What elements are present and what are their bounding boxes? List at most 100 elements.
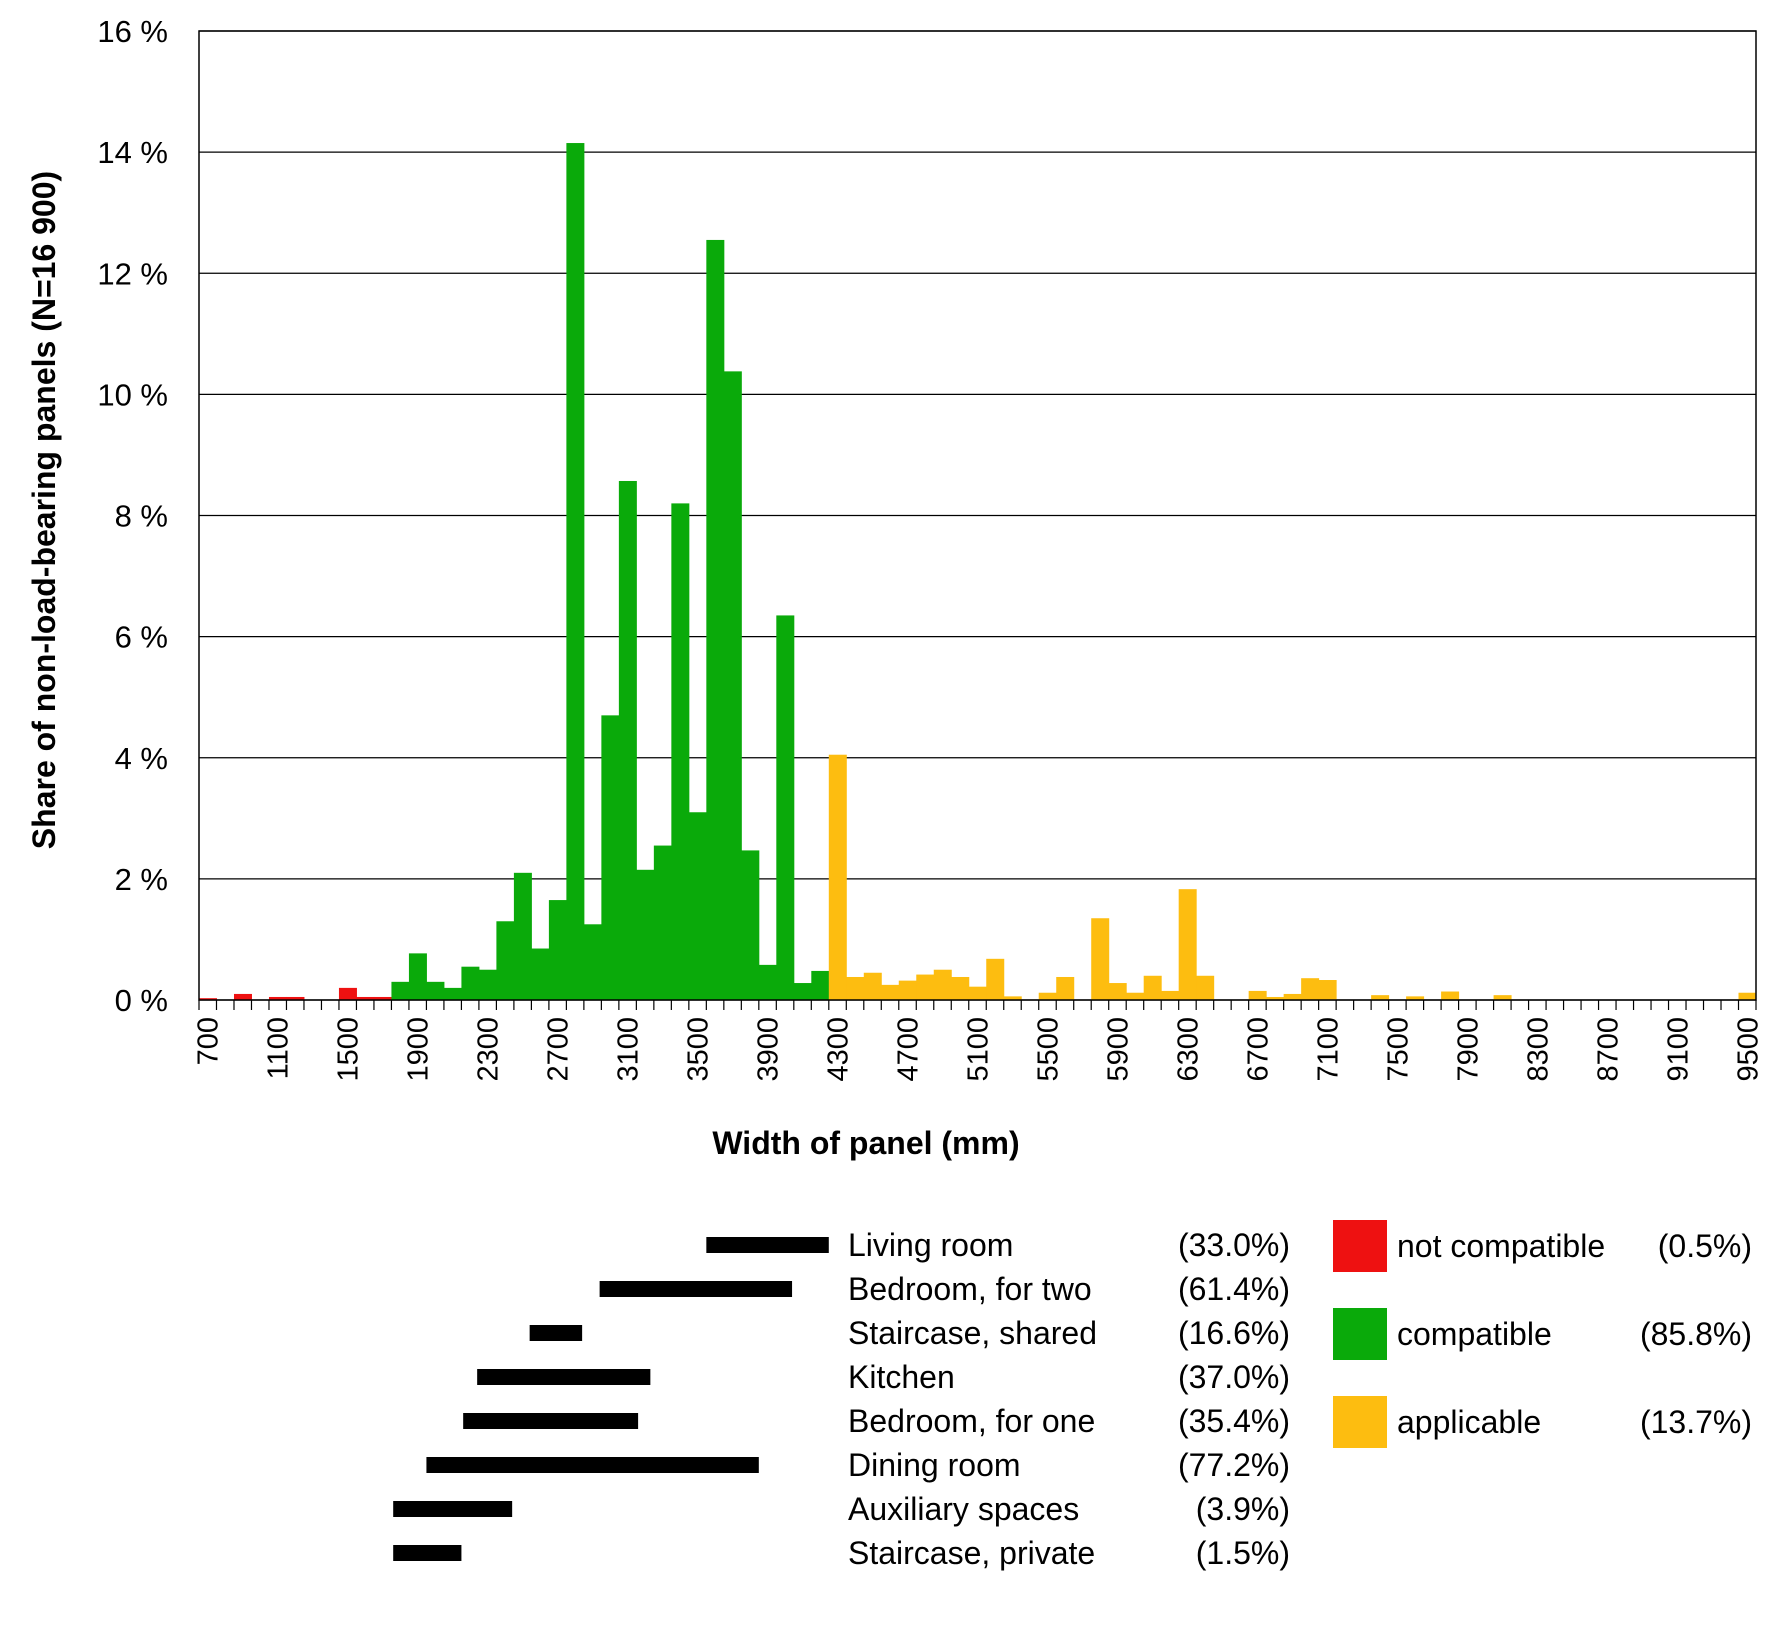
- range-percentage: (77.2%): [1178, 1447, 1290, 1483]
- histogram-bar: [846, 976, 865, 1000]
- range-percentage: (35.4%): [1178, 1403, 1290, 1439]
- histogram-bar: [601, 715, 620, 1000]
- histogram-bar: [706, 239, 725, 1001]
- histogram-bar: [1143, 975, 1162, 1000]
- histogram-bar: [531, 948, 550, 1000]
- histogram-bar: [811, 970, 830, 1000]
- range-bar: [529, 1325, 583, 1341]
- x-tick-label: 2700: [543, 1017, 575, 1082]
- y-tick-label: 14 %: [97, 135, 168, 170]
- x-tick-label: 7500: [1382, 1017, 1414, 1082]
- histogram-bar: [618, 480, 637, 1000]
- y-tick-label: 4 %: [115, 741, 168, 776]
- histogram-bar: [1266, 996, 1285, 1000]
- histogram-bar: [408, 953, 427, 1000]
- x-tick-label: 2300: [473, 1017, 505, 1082]
- histogram-bar: [636, 869, 655, 1000]
- histogram-bar: [548, 900, 567, 1000]
- histogram-bar: [881, 984, 900, 1000]
- y-tick-label: 0 %: [115, 983, 168, 1018]
- histogram-bar: [426, 981, 445, 1000]
- histogram-bar: [793, 983, 812, 1000]
- y-tick-label: 10 %: [97, 377, 168, 412]
- histogram-bar: [933, 969, 952, 1000]
- x-axis-title: Width of panel (mm): [712, 1125, 1019, 1161]
- legend-percentage: (13.7%): [1640, 1404, 1752, 1440]
- y-axis-title: Share of non-load-bearing panels (N=16 9…: [26, 171, 62, 849]
- range-label: Bedroom, for one: [848, 1403, 1095, 1439]
- legend-percentage: (0.5%): [1658, 1228, 1752, 1264]
- x-tick-label: 8700: [1592, 1017, 1624, 1082]
- histogram-bar: [338, 987, 357, 1000]
- histogram-bar: [758, 964, 777, 1000]
- histogram-bar: [776, 615, 795, 1000]
- legend-label: applicable: [1397, 1404, 1541, 1440]
- range-label: Kitchen: [848, 1359, 955, 1395]
- bars: [199, 143, 1757, 1001]
- histogram-bar: [688, 812, 707, 1000]
- x-tick-label: 700: [193, 1017, 225, 1065]
- range-label: Auxiliary spaces: [848, 1491, 1079, 1527]
- histogram-bar: [356, 996, 375, 1000]
- y-tick-label: 6 %: [115, 620, 168, 655]
- axes: 0 % 2 % 4 % 6 % 8 % 10 % 12 % 14 % 16 % 700 1100 15…: [97, 14, 1764, 1082]
- x-tick-label: 3100: [613, 1017, 645, 1082]
- x-tick-label: 1100: [263, 1017, 295, 1079]
- histogram-bar: [968, 986, 987, 1000]
- histogram-bar: [1738, 992, 1757, 1000]
- histogram-bar: [1493, 995, 1512, 1000]
- range-percentage: (1.5%): [1196, 1535, 1290, 1571]
- histogram-bar: [1091, 918, 1110, 1000]
- histogram-bar: [1126, 992, 1145, 1000]
- gridlines: [199, 30, 1756, 1001]
- x-tick-label: 1900: [403, 1017, 435, 1082]
- histogram-bar: [391, 981, 410, 1000]
- legend-swatch: [1333, 1396, 1387, 1448]
- histogram-bar: [1003, 996, 1022, 1000]
- histogram-bar: [1038, 992, 1057, 1000]
- histogram-bar: [199, 998, 217, 1000]
- histogram-bar: [1441, 991, 1460, 1000]
- histogram-bar: [1196, 975, 1215, 1000]
- y-tick-label: 8 %: [115, 499, 168, 534]
- range-percentage: (16.6%): [1178, 1315, 1290, 1351]
- x-tick-label: 6700: [1242, 1017, 1274, 1082]
- range-bar: [599, 1281, 793, 1297]
- histogram-bar: [443, 987, 462, 1000]
- histogram-bar: [496, 921, 515, 1000]
- histogram-bar: [986, 958, 1005, 1000]
- histogram-bar: [1371, 995, 1390, 1000]
- x-tick-label: 5100: [963, 1017, 995, 1082]
- histogram-bar: [671, 503, 690, 1000]
- histogram-bar: [828, 754, 847, 1000]
- range-bar: [393, 1545, 462, 1561]
- histogram-bar: [723, 371, 742, 1001]
- legend-label: not compatible: [1397, 1228, 1605, 1264]
- histogram-bar: [1178, 889, 1197, 1000]
- x-tick-label: 5900: [1102, 1017, 1134, 1082]
- x-tick-label: 5500: [1032, 1017, 1064, 1082]
- legend-swatch: [1333, 1220, 1387, 1272]
- legend: not compatible (0.5%) compatible (85.8%) app…: [1333, 1220, 1752, 1448]
- x-tick-label: 1500: [333, 1017, 365, 1082]
- range-label: Living room: [848, 1227, 1013, 1263]
- histogram-bar: [461, 966, 480, 1000]
- range-bar: [463, 1413, 639, 1429]
- histogram-bar: [951, 976, 970, 1000]
- range-percentage: (3.9%): [1196, 1491, 1290, 1527]
- y-tick-label: 16 %: [97, 14, 168, 49]
- legend-percentage: (85.8%): [1640, 1316, 1752, 1352]
- legend-swatch: [1333, 1308, 1387, 1360]
- range-label: Bedroom, for two: [848, 1271, 1092, 1307]
- histogram-bar: [583, 924, 602, 1000]
- histogram-bar: [916, 974, 935, 1000]
- histogram-bar: [566, 143, 585, 1000]
- range-percentage: (33.0%): [1178, 1227, 1290, 1263]
- range-bar: [393, 1501, 513, 1517]
- histogram-bar: [653, 845, 672, 1000]
- histogram-bar: [233, 993, 252, 1000]
- x-tick-label: 4300: [823, 1017, 855, 1082]
- histogram-bar: [1248, 990, 1267, 1000]
- histogram-bar: [1301, 978, 1320, 1000]
